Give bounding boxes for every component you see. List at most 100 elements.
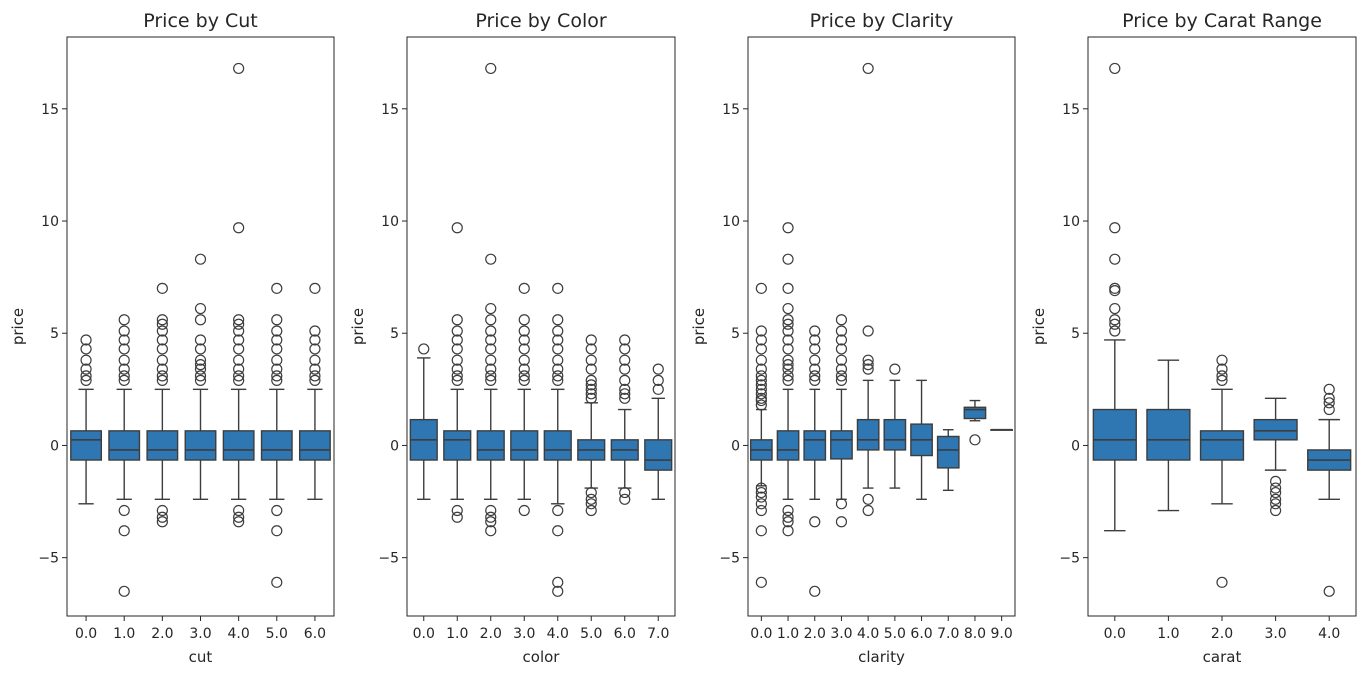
outlier-point (782, 343, 794, 355)
outlier-point (552, 374, 564, 386)
outlier-point (1216, 576, 1228, 588)
x-tick-label: 5.0 (884, 626, 906, 642)
outlier-point (194, 374, 207, 386)
outlier-point (194, 253, 207, 265)
outlier-point (309, 334, 321, 346)
outlier-point (309, 325, 321, 337)
y-tick-label: −5 (719, 551, 740, 567)
box-2.0 (1199, 354, 1245, 588)
x-tick-label: 4.0 (1318, 626, 1340, 642)
outlier-point (80, 354, 92, 366)
outlier-point (835, 363, 848, 375)
x-axis-label: cut (189, 648, 213, 666)
outlier-point (809, 370, 821, 382)
outlier-point (271, 314, 283, 326)
outlier-point (809, 585, 821, 597)
outlier-point (782, 516, 794, 528)
box-3.0 (510, 282, 539, 517)
outlier-point (585, 504, 597, 517)
outlier-point (1269, 504, 1282, 517)
iqr-box (830, 430, 853, 460)
outlier-point (118, 374, 130, 386)
iqr-box (510, 430, 539, 461)
outlier-point (1323, 585, 1335, 597)
outlier-point (782, 314, 794, 326)
outlier-point (755, 343, 767, 355)
outlier-point (1216, 374, 1228, 386)
outlier-point (451, 325, 463, 337)
outlier-point (1109, 222, 1121, 234)
iqr-box (543, 430, 572, 461)
outlier-point (451, 374, 463, 386)
x-tick-label: 4.0 (547, 626, 569, 642)
chart-title: Price by Color (475, 10, 607, 32)
y-axis-label: price (9, 308, 27, 345)
y-tick-label: −5 (38, 551, 59, 567)
outlier-point (118, 525, 130, 537)
outlier-point (309, 370, 321, 382)
outlier-point (156, 363, 168, 375)
outlier-point (585, 363, 597, 375)
outlier-point (835, 498, 848, 510)
box-3.0 (1253, 397, 1298, 517)
box-1.0 (1146, 359, 1191, 512)
y-tick-label: 0 (1071, 438, 1080, 454)
outlier-point (233, 222, 245, 234)
box-0.0 (70, 334, 103, 505)
box-4.0 (856, 62, 880, 517)
outlier-point (755, 486, 767, 499)
outlier-point (194, 359, 207, 371)
outlier-point (271, 334, 283, 346)
outlier-point (619, 354, 631, 366)
box-2.0 (476, 62, 505, 537)
x-tick-label: 0.0 (1104, 626, 1126, 642)
outlier-point (809, 325, 821, 337)
outlier-point (755, 504, 767, 517)
outlier-point (835, 354, 848, 366)
outlier-point (309, 374, 321, 386)
outlier-point (518, 334, 530, 346)
outlier-point (585, 486, 597, 499)
outlier-point (619, 334, 631, 346)
outlier-point (809, 363, 821, 375)
box-0.0 (1092, 62, 1137, 532)
iqr-box (803, 430, 827, 461)
outlier-point (194, 334, 207, 346)
outlier-point (156, 516, 168, 528)
outlier-point (585, 334, 597, 346)
outlier-point (1269, 475, 1282, 487)
outlier-point (156, 343, 168, 355)
iqr-box (856, 418, 880, 451)
outlier-point (782, 359, 794, 371)
chart-panel-3: Price by Clarity −5 0 5 10 15 price 0.0 1.0 2.0 3.… (690, 10, 1016, 666)
outlier-point (755, 392, 767, 404)
outlier-point (156, 504, 168, 517)
outlier-point (485, 325, 497, 337)
box-6.0 (910, 379, 933, 501)
outlier-point (585, 343, 597, 355)
outlier-point (156, 334, 168, 346)
outlier-point (1269, 498, 1282, 510)
x-tick-label: 6.0 (614, 626, 636, 642)
plot-frame (747, 36, 1016, 617)
outlier-point (233, 343, 245, 355)
outlier-point (755, 388, 767, 400)
outlier-point (518, 343, 530, 355)
outlier-point (271, 504, 283, 517)
x-tick-label: 7.0 (647, 626, 669, 642)
outlier-point (485, 363, 497, 375)
box-6.0 (610, 334, 639, 505)
iqr-box (476, 430, 505, 461)
outlier-point (755, 576, 767, 588)
outlier-point (233, 325, 245, 337)
x-tick-label: 0.0 (75, 626, 97, 642)
outlier-point (585, 374, 597, 386)
outlier-point (271, 282, 283, 294)
outlier-point (1269, 493, 1282, 505)
outlier-point (233, 511, 245, 523)
y-tick-label: 0 (731, 438, 740, 454)
outlier-point (518, 354, 530, 366)
outlier-point (233, 504, 245, 517)
outlier-point (194, 354, 207, 366)
outlier-point (485, 62, 497, 75)
